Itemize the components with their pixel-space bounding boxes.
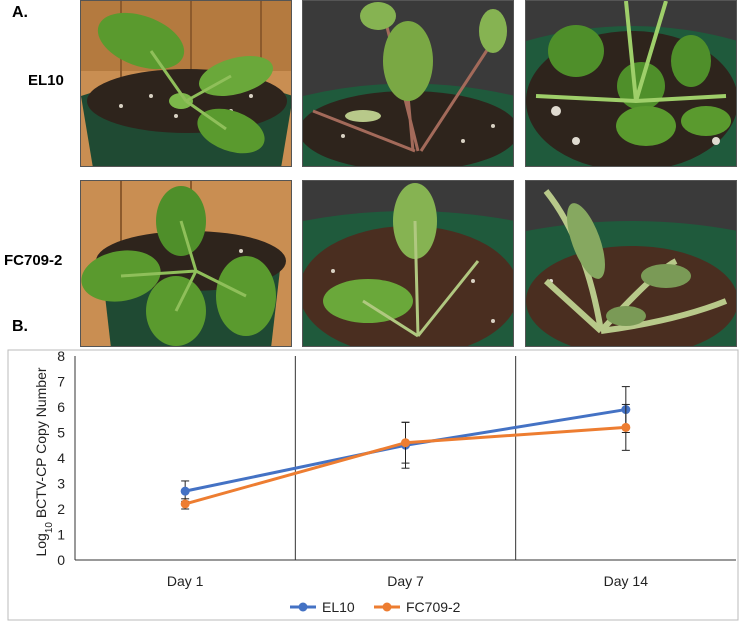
y-tick-label: 1 [57,527,65,543]
y-tick-label: 5 [57,425,65,441]
data-point-fc709-2 [401,438,410,448]
y-tick-label: 2 [57,501,65,517]
legend-label-el10: EL10 [322,599,355,615]
sugar-beet-plant-el10-day7-photo [302,0,514,167]
data-point-fc709-2 [621,422,631,432]
sugar-beet-plant-el10-day1-photo [80,0,292,167]
sugar-beet-plant-el10-day14-photo [525,0,737,167]
chart-frame [7,349,739,621]
line-chart: 0 1 2 3 4 5 6 7 8 Day 1 Day 7 Day 14 Log10 BCTV-CP C… [7,348,739,621]
x-tick-label: Day 7 [387,573,424,589]
row-label-fc709-2: FC709-2 [4,252,63,269]
sugar-beet-plant-fc709-2-day14-photo [525,180,737,347]
y-tick-label: 6 [57,399,65,415]
data-point-fc709-2 [180,499,190,509]
row-label-el10: EL10 [28,72,64,89]
legend-label-fc709-2: FC709-2 [406,599,461,615]
y-tick-label: 7 [57,374,65,390]
data-point-el10 [180,486,190,496]
legend-marker-fc709-2 [382,602,392,612]
sugar-beet-plant-fc709-2-day1-photo [80,180,292,347]
panel-a-label: A. [12,4,28,21]
y-axis-label: Log10 BCTV-CP Copy Number [33,367,55,556]
y-tick-label: 8 [57,348,65,364]
y-tick-label: 0 [57,552,65,568]
panel-b-label: B. [12,318,28,335]
y-tick-label: 4 [57,450,65,466]
sugar-beet-plant-fc709-2-day7-photo [302,180,514,347]
x-tick-label: Day 14 [604,573,649,589]
x-tick-label: Day 1 [167,573,204,589]
y-tick-label: 3 [57,476,65,492]
legend-marker-el10 [298,602,308,612]
